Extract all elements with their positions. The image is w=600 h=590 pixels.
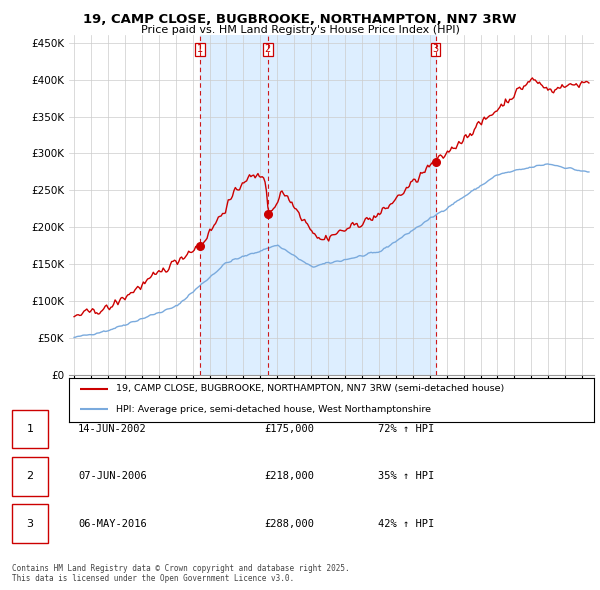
Text: 19, CAMP CLOSE, BUGBROOKE, NORTHAMPTON, NN7 3RW: 19, CAMP CLOSE, BUGBROOKE, NORTHAMPTON, … xyxy=(83,13,517,26)
Text: Contains HM Land Registry data © Crown copyright and database right 2025.
This d: Contains HM Land Registry data © Crown c… xyxy=(12,563,350,583)
Text: 2: 2 xyxy=(26,471,34,481)
Text: 1: 1 xyxy=(26,424,34,434)
Text: £218,000: £218,000 xyxy=(264,471,314,481)
Text: 06-MAY-2016: 06-MAY-2016 xyxy=(78,519,147,529)
Text: 1: 1 xyxy=(197,44,203,54)
Text: HPI: Average price, semi-detached house, West Northamptonshire: HPI: Average price, semi-detached house,… xyxy=(116,405,431,414)
Text: 42% ↑ HPI: 42% ↑ HPI xyxy=(378,519,434,529)
Text: 3: 3 xyxy=(433,44,439,54)
Text: 07-JUN-2006: 07-JUN-2006 xyxy=(78,471,147,481)
Text: Price paid vs. HM Land Registry's House Price Index (HPI): Price paid vs. HM Land Registry's House … xyxy=(140,25,460,35)
Text: 14-JUN-2002: 14-JUN-2002 xyxy=(78,424,147,434)
Bar xyxy=(200,35,268,375)
Text: 35% ↑ HPI: 35% ↑ HPI xyxy=(378,471,434,481)
Text: 3: 3 xyxy=(26,519,34,529)
Text: 72% ↑ HPI: 72% ↑ HPI xyxy=(378,424,434,434)
Text: £288,000: £288,000 xyxy=(264,519,314,529)
Bar xyxy=(268,35,436,375)
Text: 2: 2 xyxy=(265,44,271,54)
Text: 19, CAMP CLOSE, BUGBROOKE, NORTHAMPTON, NN7 3RW (semi-detached house): 19, CAMP CLOSE, BUGBROOKE, NORTHAMPTON, … xyxy=(116,384,505,393)
Text: £175,000: £175,000 xyxy=(264,424,314,434)
